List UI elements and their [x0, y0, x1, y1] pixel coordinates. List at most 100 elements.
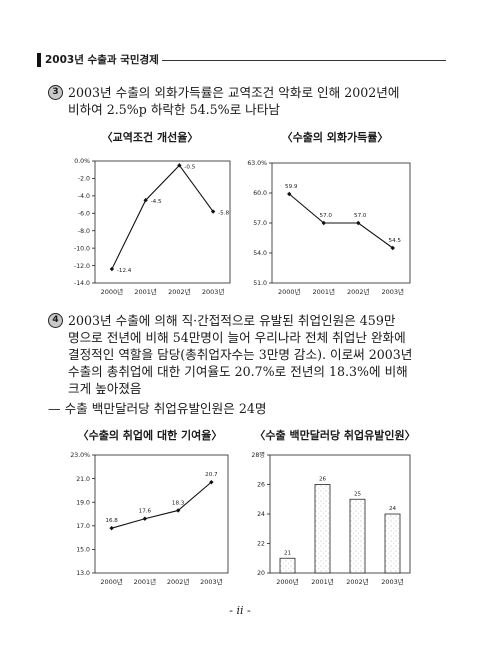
x-tick-label: 2002년 [168, 287, 191, 296]
y-tick-label: 17.0 [76, 523, 90, 530]
header-title: 2003년 수출과 국민경제 [45, 54, 159, 66]
x-tick-label: 2003년 [202, 287, 225, 296]
y-tick-label: -6.0 [78, 210, 90, 217]
x-tick-label: 2001년 [312, 287, 335, 296]
chart-employment-contribution: 23.0% 21.0 19.0 17.0 15.0 13.0 2000년 2001년 2002년… [70, 452, 229, 586]
y-tick-label: 54.0 [253, 250, 267, 257]
data-point [109, 266, 115, 272]
chart-title-employment-per-million: 〈수출 백만달러당 취업유발인원〉 [254, 429, 416, 442]
x-tick-label: 2003년 [381, 287, 404, 296]
y-tick-label: 28명 [251, 451, 265, 459]
data-label: 20.7 [205, 472, 218, 478]
y-tick-label: 51.0 [253, 280, 267, 287]
data-label: -0.5 [184, 164, 195, 170]
x-tick-label: 2000년 [278, 287, 301, 296]
section-3-line: 비하여 2.5%p 하락한 54.5%로 나타남 [68, 102, 280, 117]
data-label: 57.0 [354, 213, 367, 219]
section-4-line: 2003년 수출에 의해 직·간접적으로 유발된 취업인원은 459만 [68, 313, 396, 328]
data-point [175, 508, 181, 513]
employment-note: — 수출 백만달러당 취업유발인원은 24명 [48, 401, 267, 416]
y-tick-label: 19.0 [76, 499, 90, 506]
data-label: -5.8 [218, 211, 229, 217]
x-tick-label: 2000년 [276, 577, 299, 586]
y-tick-label: 24 [257, 511, 265, 518]
data-label: 57.0 [320, 213, 333, 219]
bar [384, 513, 401, 574]
y-tick-label: 26 [257, 482, 265, 489]
plot-frame [94, 454, 229, 574]
data-label: 26 [319, 477, 327, 483]
header-bar [37, 53, 41, 67]
section-4-line: 크게 높아졌음 [68, 381, 142, 396]
x-tick-label: 2003년 [381, 577, 404, 586]
y-tick-label: -2.0 [78, 176, 90, 183]
series-line [111, 481, 212, 529]
data-point [143, 198, 148, 203]
data-point [109, 525, 114, 531]
data-label: 59.9 [285, 184, 298, 190]
chart-employment-per-million: 28명 26 24 22 20 2000년 2001년 2002년 2003년 21 26 25 24 [251, 451, 411, 586]
series-line [111, 164, 214, 270]
data-label: 21 [284, 550, 292, 556]
y-tick-label: -12.0 [74, 263, 90, 270]
data-label: 25 [354, 491, 362, 497]
x-tick-label: 2001년 [134, 577, 157, 586]
x-tick-label: 2001년 [311, 577, 334, 586]
page-number: - ii - [229, 604, 251, 617]
y-tick-label: 15.0 [76, 547, 90, 554]
y-tick-label: -4.0 [78, 193, 90, 200]
y-tick-label: -14.0 [74, 280, 90, 287]
data-point [356, 220, 361, 226]
y-tick-label: 21.0 [76, 476, 90, 483]
data-point [142, 516, 148, 521]
plot-frame [94, 160, 231, 284]
y-tick-label: -10.0 [74, 245, 90, 252]
data-label: 16.8 [105, 518, 118, 524]
x-tick-label: 2001년 [134, 287, 157, 296]
y-tick-label: 22 [257, 541, 265, 548]
section-4-line: 결정적인 역할을 담당(총취업자수는 3만명 감소). 이로써 2003년 [68, 347, 413, 362]
bar [314, 484, 331, 574]
data-point [390, 245, 395, 251]
section-3-line: 2003년 수출의 외화가득률은 교역조건 악화로 인해 2002년에 [68, 85, 400, 100]
data-label: -4.5 [151, 199, 162, 205]
data-point [321, 220, 326, 226]
data-point [209, 479, 214, 485]
y-tick-label: 63.0% [247, 160, 267, 167]
bar [349, 498, 366, 574]
bar [279, 557, 296, 574]
data-label: -12.4 [117, 268, 132, 274]
x-tick-label: 2002년 [347, 287, 370, 296]
data-label: 18.3 [172, 500, 185, 506]
section-3-marker: 3 [48, 85, 63, 100]
data-point [287, 191, 292, 197]
chart-title-terms-of-trade: 〈교역조건 개선율〉 [101, 131, 199, 144]
data-label: 24 [389, 506, 397, 512]
chart-foreign-exchange-earning: 63.0% 60.0 57.0 54.0 51.0 2000년 2001년 2002년 2003… [247, 160, 411, 296]
x-tick-label: 2002년 [346, 577, 369, 586]
data-label: 17.6 [139, 509, 152, 515]
y-tick-label: 20 [257, 570, 265, 577]
chart-title-foreign-exchange-earning: 〈수출의 외화가득률〉 [281, 131, 389, 144]
x-tick-label: 2003년 [200, 577, 223, 586]
y-tick-label: 13.0 [76, 570, 90, 577]
x-tick-label: 2002년 [167, 577, 190, 586]
y-tick-label: 57.0 [253, 220, 267, 227]
y-tick-label: 23.0% [70, 452, 90, 459]
y-tick-label: -8.0 [78, 228, 90, 235]
section-4-text: 2003년 수출에 의해 직·간접적으로 유발된 취업인원은 459만 명으로 … [68, 312, 412, 397]
y-tick-label: 0.0% [74, 158, 90, 165]
section-4-marker: 4 [48, 313, 63, 328]
chart-title-employment-contribution: 〈수출의 취업에 대한 기여율〉 [77, 429, 223, 442]
x-tick-label: 2000년 [100, 577, 123, 586]
y-tick-label: 60.0 [253, 190, 267, 197]
section-4-line: 수출의 총취업에 대한 기여율도 20.7%로 전년의 18.3%에 비해 [68, 364, 408, 379]
data-point [210, 209, 216, 214]
data-label: 54.5 [389, 238, 402, 244]
data-point [177, 163, 182, 168]
section-3-text: 2003년 수출의 외화가득률은 교역조건 악화로 인해 2002년에 비하여 … [68, 84, 399, 118]
series-line [288, 193, 394, 249]
chart-terms-of-trade: 0.0% -2.0 -4.0 -6.0 -8.0 -10.0 -12.0 -14.0 2000년… [74, 158, 231, 296]
section-4-line: 명으로 전년에 비해 54만명이 늘어 우리나라 전체 취업난 완화에 [68, 330, 406, 345]
header-rule [162, 60, 446, 61]
